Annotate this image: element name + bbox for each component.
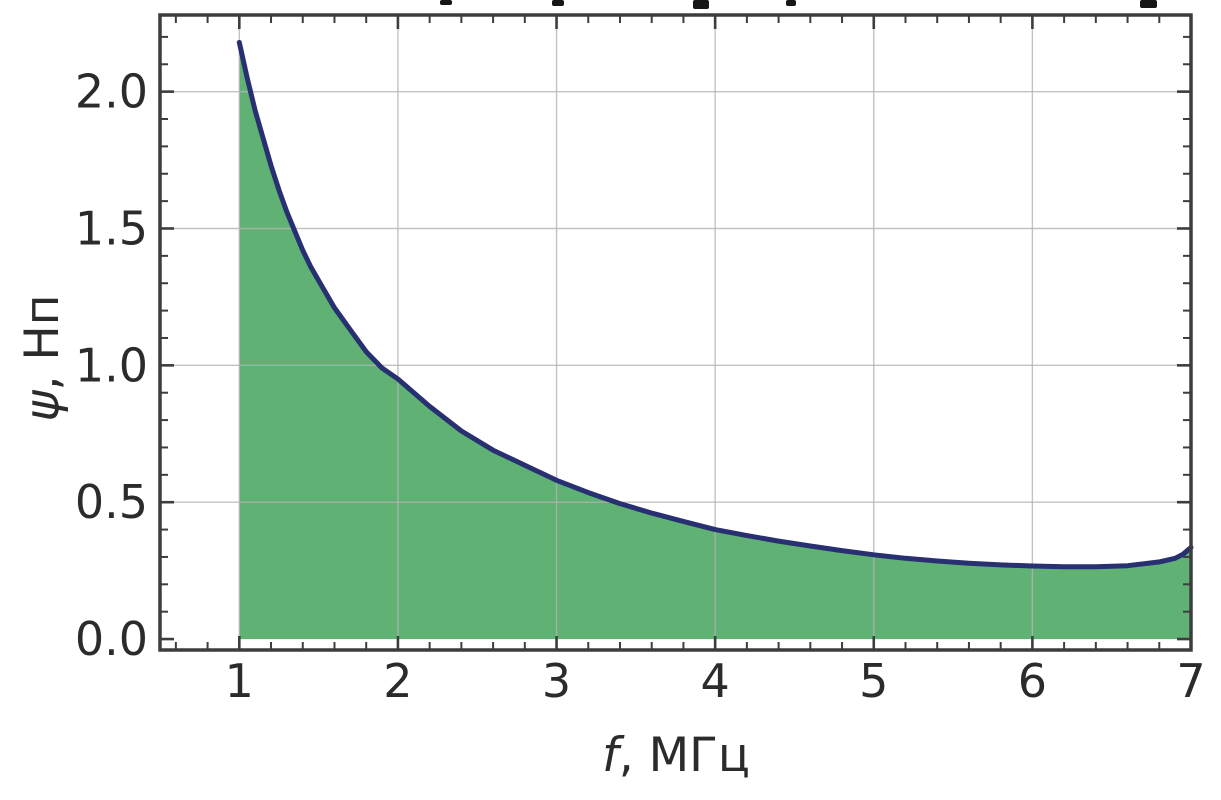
clipped-text-fragment — [786, 0, 796, 6]
x-tick-label: 7 — [1176, 654, 1205, 708]
clipped-text-fragment — [440, 0, 452, 5]
x-tick-label: 1 — [225, 654, 254, 708]
plot-frame — [158, 13, 1193, 652]
clipped-text-fragment — [693, 0, 709, 9]
x-tick-label: 3 — [542, 654, 571, 708]
x-tick-label: 4 — [701, 654, 730, 708]
y-tick-label: 2.0 — [75, 65, 148, 119]
clipped-caption-fragments — [440, 0, 1157, 9]
x-tick-label: 2 — [383, 654, 412, 708]
y-tick-label: 1.0 — [75, 338, 148, 392]
x-axis-units: , МГц — [619, 728, 750, 783]
data-curve — [236, 39, 1194, 570]
y-axis-variable: ψ — [15, 389, 70, 421]
clipped-text-fragment — [1140, 0, 1157, 8]
y-tick-label: 1.5 — [75, 201, 148, 255]
area-fill — [239, 42, 1192, 640]
y-axis-units: , Нп — [15, 295, 70, 391]
clipped-text-fragment — [552, 0, 564, 6]
y-axis-title: ψ, Нп — [15, 295, 70, 422]
x-tick-label: 6 — [1018, 654, 1047, 708]
x-tick-label: 5 — [859, 654, 888, 708]
y-tick-label: 0.0 — [75, 612, 148, 666]
x-axis-title: f, МГц — [602, 728, 750, 783]
y-tick-label: 0.5 — [75, 475, 148, 529]
